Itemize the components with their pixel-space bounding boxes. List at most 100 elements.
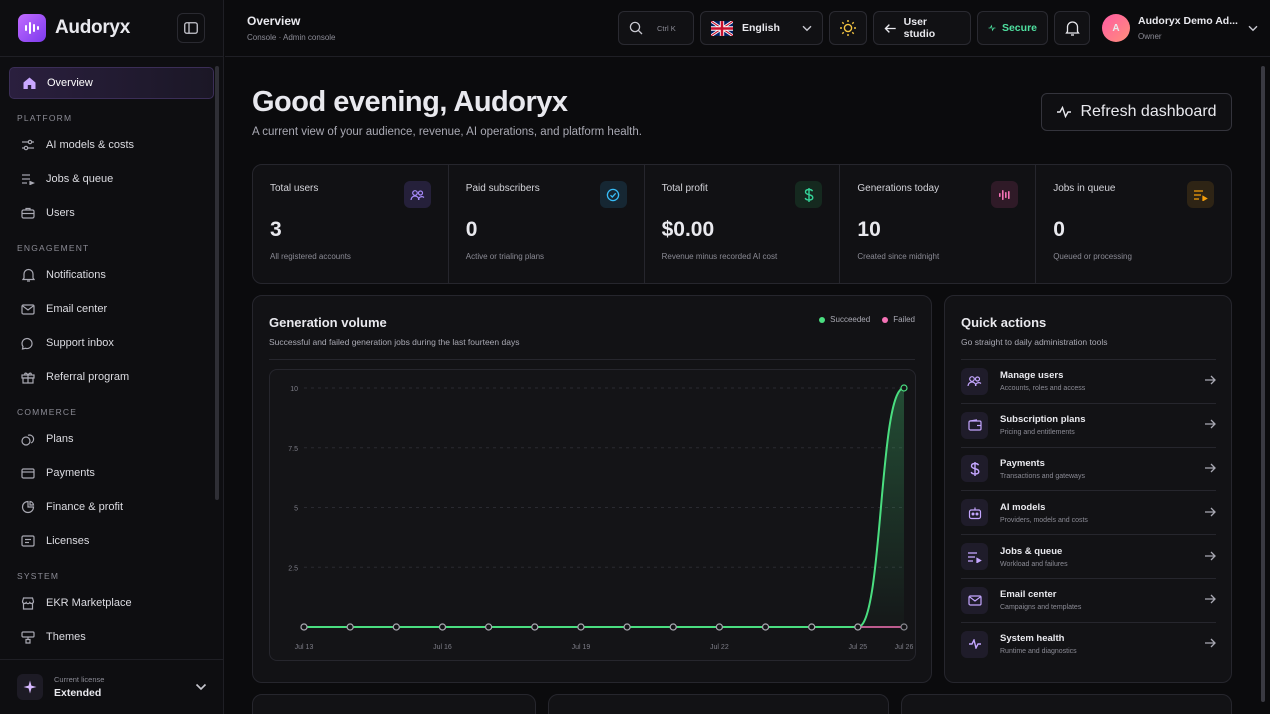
data-point-succeeded bbox=[392, 623, 400, 631]
check-badge-icon bbox=[599, 181, 627, 208]
stats-strip: Total users 3 All registered accounts Pa… bbox=[252, 164, 1232, 284]
quick-action-ai-models[interactable]: AI models Providers, models and costs bbox=[961, 490, 1216, 534]
x-tick-label: Jul 16 bbox=[433, 644, 452, 651]
x-tick-label: Jul 13 bbox=[295, 644, 314, 651]
generation-chart-svg: 10 7.5 5 2.5 Jul 13 Jul 16 Jul 19 Jul 22 Jul 25 J… bbox=[288, 384, 914, 651]
sidebar-item-jobs[interactable]: Jobs & queue bbox=[9, 163, 214, 195]
quick-action-name: System health bbox=[1000, 633, 1065, 645]
quick-action-name: AI models bbox=[1000, 501, 1046, 513]
chevron-down-icon bbox=[195, 678, 207, 696]
data-point-succeeded bbox=[531, 623, 539, 631]
license-selector[interactable]: Current license Extended bbox=[0, 659, 224, 714]
arrow-right-icon bbox=[1204, 591, 1216, 609]
sidebar-item-label: AI models & costs bbox=[46, 139, 135, 151]
legend-failed[interactable]: Failed bbox=[882, 315, 915, 324]
generation-subtitle: Successful and failed generation jobs du… bbox=[269, 337, 520, 347]
quick-actions-subtitle: Go straight to daily administration tool… bbox=[961, 337, 1108, 347]
y-tick-label: 7.5 bbox=[288, 446, 298, 453]
audoryx-logo-icon[interactable] bbox=[18, 14, 46, 42]
x-tick-label: Jul 25 bbox=[849, 644, 868, 651]
gift-icon bbox=[19, 368, 37, 386]
search-button[interactable]: Ctrl K bbox=[618, 11, 694, 45]
user-role: Owner bbox=[1138, 32, 1162, 41]
stat-label: Total profit bbox=[661, 183, 708, 194]
notifications-button[interactable] bbox=[1054, 11, 1090, 45]
sidebar-item-licenses[interactable]: Licenses bbox=[9, 525, 214, 557]
sidebar-item-label: Referral program bbox=[46, 371, 130, 383]
sliders-icon bbox=[19, 136, 37, 154]
license-caption: Current license bbox=[54, 675, 105, 684]
refresh-dashboard-button[interactable]: Refresh dashboard bbox=[1041, 93, 1232, 131]
data-point-succeeded bbox=[715, 623, 723, 631]
sidebar-item-plans[interactable]: Plans bbox=[9, 423, 214, 455]
quick-action-email-center[interactable]: Email center Campaigns and templates bbox=[961, 577, 1216, 622]
sidebar-toggle-button[interactable] bbox=[177, 13, 205, 43]
section-label-system: SYSTEM bbox=[17, 571, 60, 581]
sidebar-item-label: Plans bbox=[46, 433, 74, 445]
language-label: English bbox=[742, 22, 780, 34]
data-point-succeeded bbox=[623, 623, 631, 631]
main-scrollbar[interactable] bbox=[1261, 66, 1265, 702]
quick-action-subscription-plans[interactable]: Subscription plans Pricing and entitlemen… bbox=[961, 402, 1216, 447]
user-studio-label: User studio bbox=[903, 16, 936, 40]
generation-title: Generation volume bbox=[269, 315, 387, 330]
data-point-succeeded bbox=[438, 623, 447, 631]
sidebar-item-finance[interactable]: Finance & profit bbox=[9, 491, 214, 523]
sidebar-item-referral[interactable]: Referral program bbox=[9, 361, 214, 393]
quick-action-manage-users[interactable]: Manage users Accounts, roles and access bbox=[961, 359, 1216, 403]
theme-toggle-button[interactable] bbox=[829, 11, 867, 45]
sidebar-item-themes[interactable]: Themes bbox=[9, 621, 214, 653]
quick-action-name: Manage users bbox=[1000, 370, 1064, 382]
language-select[interactable]: English bbox=[700, 11, 823, 45]
x-tick-label: Jul 26 bbox=[895, 644, 914, 651]
sidebar-item-marketplace[interactable]: EKR Marketplace bbox=[9, 587, 214, 619]
stat-card-generations-today: Generations today 10 Created since midni… bbox=[840, 165, 1037, 283]
bell-icon bbox=[1064, 21, 1080, 36]
stat-subtitle: Active or trialing plans bbox=[465, 252, 545, 261]
arrow-right-icon bbox=[1204, 460, 1216, 478]
sidebar-item-payments[interactable]: Payments bbox=[9, 457, 214, 489]
arrow-right-icon bbox=[1204, 372, 1216, 390]
arrow-right-icon bbox=[1204, 416, 1216, 434]
data-point-succeeded bbox=[808, 623, 816, 631]
secure-label: Secure bbox=[1001, 22, 1037, 34]
sun-icon bbox=[840, 20, 856, 36]
bottom-card-2 bbox=[548, 694, 889, 714]
legend-succeeded[interactable]: Succeeded bbox=[819, 315, 870, 324]
brand: Audoryx bbox=[0, 0, 223, 57]
data-point-succeeded bbox=[854, 623, 862, 631]
stat-label: Jobs in queue bbox=[1053, 183, 1116, 194]
user-studio-button[interactable]: User studio bbox=[873, 11, 971, 45]
sidebar-item-label: EKR Marketplace bbox=[46, 597, 132, 609]
card-icon bbox=[19, 464, 37, 482]
sidebar-item-users[interactable]: Users bbox=[9, 197, 214, 229]
coins-icon bbox=[19, 430, 37, 448]
sidebar-item-notifications[interactable]: Notifications bbox=[9, 259, 214, 291]
quick-action-system-health[interactable]: System health Runtime and diagnostics bbox=[961, 621, 1216, 666]
page-title: Overview bbox=[247, 14, 301, 28]
quick-action-desc: Pricing and entitlements bbox=[1000, 429, 1075, 437]
avatar: A bbox=[1102, 14, 1130, 42]
secure-status-badge[interactable]: Secure bbox=[977, 11, 1048, 45]
data-point-succeeded bbox=[669, 623, 677, 631]
sidebar-item-support-inbox[interactable]: Support inbox bbox=[9, 327, 214, 359]
sidebar-scrollbar[interactable] bbox=[215, 66, 219, 500]
sidebar-item-ai-models[interactable]: AI models & costs bbox=[9, 129, 214, 161]
main-content: Good evening, Audoryx A current view of … bbox=[225, 58, 1270, 714]
user-menu[interactable]: A Audoryx Demo Ad... Owner bbox=[1102, 14, 1258, 42]
sidebar-item-overview[interactable]: Overview bbox=[9, 67, 214, 99]
quick-action-jobs-queue[interactable]: Jobs & queue Workload and failures bbox=[961, 534, 1216, 578]
chart-legend: Succeeded Failed bbox=[807, 315, 915, 324]
mail-icon bbox=[961, 586, 988, 614]
x-tick-label: Jul 22 bbox=[710, 644, 729, 651]
sidebar-item-label: Licenses bbox=[46, 535, 90, 547]
sidebar: Audoryx Overview PLATFORM AI models & co… bbox=[0, 0, 224, 714]
quick-action-payments[interactable]: Payments Transactions and gateways bbox=[961, 446, 1216, 491]
sidebar-item-email-center[interactable]: Email center bbox=[9, 293, 214, 325]
sparkle-icon bbox=[17, 674, 43, 700]
arrow-right-icon bbox=[1204, 635, 1216, 653]
quick-action-desc: Accounts, roles and access bbox=[1000, 385, 1086, 393]
bottom-card-1 bbox=[252, 694, 536, 714]
stat-card-jobs-in-queue: Jobs in queue 0 Queued or processing bbox=[1036, 165, 1231, 283]
waveform-icon bbox=[991, 181, 1019, 208]
